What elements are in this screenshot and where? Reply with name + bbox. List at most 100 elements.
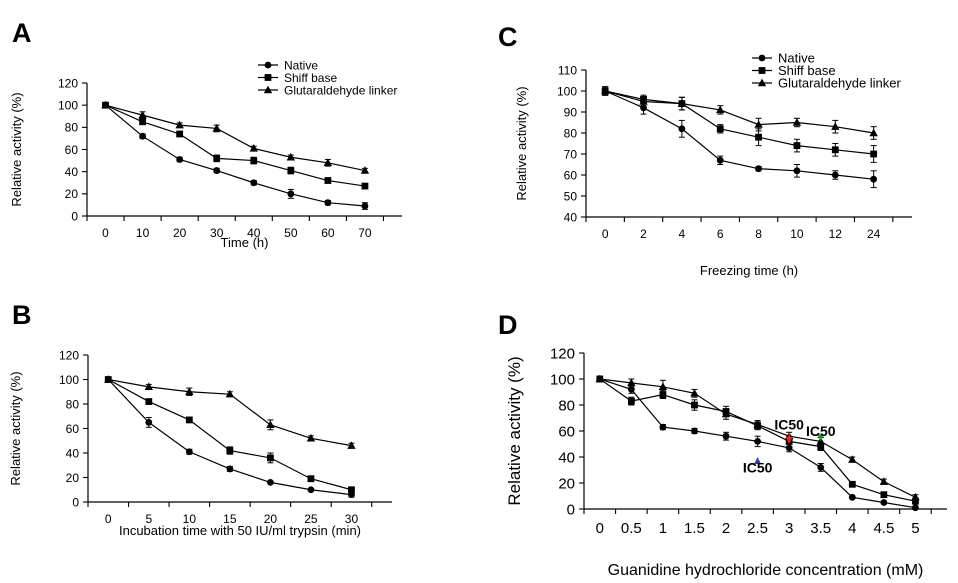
- panel-a-point-triangle: [175, 120, 184, 129]
- panel-c-point-circle: [678, 125, 686, 133]
- panel-b-point-triangle: [144, 382, 153, 391]
- panel-c-point-square: [755, 133, 762, 141]
- panel-d-point-circle: [754, 438, 762, 445]
- panel-a-point-square: [139, 118, 146, 126]
- panel-c-y-tick-label: 110: [558, 63, 577, 77]
- panel-b-y-tick-label: 80: [66, 397, 80, 411]
- panel-c-y-tick-label: 70: [564, 147, 578, 161]
- panel-b-point-triangle: [347, 441, 356, 449]
- panel-b-x-tick-label: 0: [105, 512, 112, 526]
- panel-c-point-triangle: [600, 86, 610, 95]
- panel-a-x-tick-label: 0: [102, 226, 109, 240]
- panel-c-legend-label: Glutaraldehyde linker: [778, 76, 902, 91]
- panel-c-legend-label: Native: [778, 51, 815, 66]
- panel-c-y-tick-label: 40: [564, 210, 578, 224]
- panel-d-point-circle: [817, 464, 825, 471]
- panel-d-y-axis-label: Relative activity (%): [505, 356, 524, 505]
- panel-letter-a: A: [12, 18, 32, 48]
- panel-a-point-square: [176, 130, 184, 138]
- panel-b-point-triangle: [104, 375, 113, 383]
- panel-d-point-circle: [627, 386, 635, 393]
- panel-a-point-circle: [176, 156, 184, 163]
- panel-c-legend-marker: [758, 54, 766, 62]
- panel-d-point-square: [912, 497, 919, 505]
- panel-d-y-tick-label: 0: [567, 501, 575, 518]
- panel-d-y-tick-label: 120: [550, 345, 575, 362]
- panel-a-point-triangle: [101, 100, 110, 109]
- panel-c-point-triangle: [869, 128, 878, 137]
- panel-d-x-tick-label: 1: [659, 520, 667, 537]
- panel-c-point-circle: [793, 167, 801, 175]
- panel-a-point-circle: [287, 190, 295, 198]
- panel-a-y-tick-label: 40: [65, 165, 79, 179]
- panel-b-point-circle: [226, 465, 234, 473]
- panel-b-x-axis-label: Incubation time with 50 IU/ml trypsin (m…: [119, 523, 361, 538]
- panel-b-y-axis-label: Relative activity (%): [8, 371, 23, 485]
- panel-a-series-triangle-line: [105, 104, 366, 172]
- panel-d-x-axis-label: Guanidine hydrochloride concentration (m…: [608, 562, 924, 579]
- panel-d-point-square: [880, 491, 888, 499]
- panel-b-x-tick-label: 15: [223, 512, 237, 526]
- panel-b-point-circle: [145, 418, 153, 426]
- panel-d-x-tick-label: 1.5: [684, 520, 705, 537]
- panel-a-point-square: [250, 157, 258, 164]
- panel-d-ic50-label: IC50: [743, 460, 773, 476]
- panel-d-y-tick-label: 100: [550, 371, 575, 388]
- panel-c-series-circle-line: [604, 90, 874, 180]
- panel-a-legend-marker: [264, 74, 272, 81]
- panel-c-point-square: [793, 142, 801, 149]
- panel-b-point-triangle: [306, 433, 316, 442]
- panel-a-y-axis-label: Relative activity (%): [9, 92, 24, 206]
- panel-c-x-tick-label: 10: [790, 227, 804, 241]
- panel-a-legend-label: Native: [284, 58, 318, 72]
- panel-a-x-tick-label: 10: [136, 226, 150, 240]
- panel-c-point-triangle: [754, 120, 763, 128]
- panel-a-point-square: [324, 177, 332, 184]
- panel-d-point-circle: [912, 504, 919, 512]
- panel-a-y-tick-label: 100: [58, 98, 78, 112]
- panel-a-x-tick-label: 40: [247, 226, 261, 240]
- panel-a-x-tick-label: 70: [358, 226, 372, 240]
- panel-a-point-triangle: [323, 158, 333, 166]
- panel-c-point-circle: [870, 175, 878, 183]
- panel-d-point-triangle: [753, 420, 762, 428]
- panel-a-point-triangle: [360, 166, 370, 174]
- panel-b-point-square: [307, 475, 315, 483]
- panel-c-x-tick-label: 4: [679, 227, 686, 241]
- panel-c-legend-marker: [757, 78, 767, 87]
- panel-a-legend-marker: [264, 61, 272, 69]
- panel-b-point-circle: [307, 486, 315, 494]
- panel-d-point-circle: [880, 499, 888, 506]
- panel-letter-b: B: [12, 300, 32, 330]
- panel-d-point-square: [627, 397, 635, 405]
- panel-d-y-tick-label: 40: [558, 449, 575, 466]
- panel-a-point-circle: [361, 202, 369, 210]
- panel-c-x-axis-label: Freezing time (h): [700, 263, 798, 278]
- panel-c-point-square: [870, 150, 878, 158]
- panel-c-point-triangle: [639, 97, 648, 105]
- panel-a-point-circle: [250, 179, 258, 187]
- panel-c-x-tick-label: 12: [829, 227, 843, 241]
- panel-d-ic50-label: IC50: [806, 423, 836, 439]
- panel-d-point-triangle: [658, 382, 668, 390]
- panel-b-point-circle: [185, 448, 193, 456]
- panel-a-y-tick-label: 120: [58, 76, 78, 90]
- panel-c-legend-label: Shiff base: [778, 63, 836, 78]
- panel-a-point-square: [213, 154, 221, 162]
- panel-d-point-triangle: [848, 455, 857, 463]
- panel-c-x-tick-label: 24: [867, 227, 881, 241]
- panel-b-y-tick-label: 120: [59, 348, 79, 362]
- panel-a-point-triangle: [249, 143, 258, 152]
- panel-a-legend-label: Shiff base: [284, 71, 337, 85]
- panel-d-y-tick-label: 20: [558, 475, 575, 492]
- panel-a-point-circle: [324, 199, 332, 207]
- panel-c-point-triangle: [677, 99, 687, 107]
- panel-b-series-triangle-line: [108, 378, 352, 447]
- panel-a-x-tick-label: 60: [321, 226, 335, 240]
- panel-d-point-triangle: [721, 409, 731, 418]
- panel-c-point-triangle: [831, 122, 840, 130]
- panel-d-x-tick-label: 4.5: [873, 520, 894, 537]
- panel-a-x-tick-label: 50: [284, 226, 298, 240]
- panel-b-point-square: [267, 454, 274, 462]
